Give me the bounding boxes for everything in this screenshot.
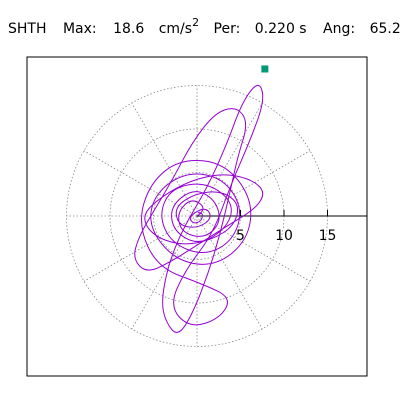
- orbit-trace: [134, 84, 264, 333]
- radial-tick-label-15: 15: [319, 228, 337, 244]
- per-value: 0.220 s: [254, 21, 307, 37]
- max-unit-base: cm/s: [158, 21, 193, 37]
- grid-spoke-210: [83, 215, 198, 282]
- per-label: Per:: [213, 21, 241, 37]
- grid-spoke-60: [196, 102, 263, 217]
- peak-marker-group: [261, 65, 269, 73]
- max-unit-exponent: 2: [192, 16, 200, 29]
- radial-tick-label-5: 5: [236, 228, 245, 244]
- station-code: SHTH: [8, 21, 47, 37]
- grid-spoke-150: [83, 150, 198, 217]
- grid-spoke-120: [131, 102, 198, 217]
- radial-tick-label-10: 10: [275, 228, 293, 244]
- ang-label: Ang:: [323, 21, 356, 37]
- max-label: Max:: [62, 21, 97, 37]
- grid-spoke-330: [196, 215, 311, 282]
- peak-marker: [261, 65, 269, 73]
- orbit-trace-path: [134, 84, 264, 333]
- ang-value: 65.2: [369, 21, 400, 37]
- grid-spoke-240: [131, 215, 198, 330]
- plot-header: SHTH Max: 18.6 cm/s2 Per: 0.220 s Ang: 6…: [8, 16, 400, 37]
- grid-spoke-300: [196, 215, 263, 330]
- max-value: 18.6: [113, 21, 145, 37]
- radial-axis: 5 10 15: [197, 210, 367, 244]
- grid-spoke-30: [196, 150, 311, 217]
- max-unit: cm/s2: [159, 16, 199, 37]
